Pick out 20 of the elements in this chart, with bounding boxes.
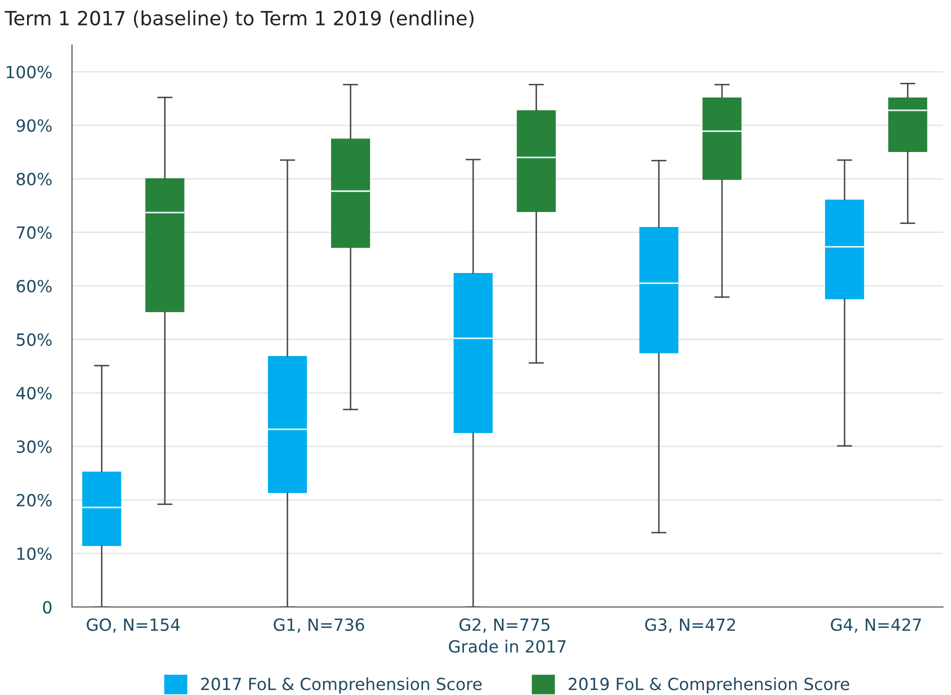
y-tick-label: 60% [16,280,52,292]
legend-label: 2017 FoL & Comprehension Score [201,677,482,694]
x-tick-label: GO, N=154 [86,618,180,633]
y-tick-label: 90% [16,119,52,132]
x-tick-label: G4, N=427 [830,618,921,633]
x-axis-title: Grade in 2017 [448,640,566,653]
y-tick-label: 10% [17,547,52,560]
y-tick-label: 20% [16,494,52,507]
chart-title: Term 1 2017 (baseline) to Term 1 2019 (endline) [4,10,474,28]
x-tick-label: G3, N=472 [645,618,735,633]
legend-label: 2019 FoL & Comprehension Score [568,677,850,694]
x-tick-label: G2, N=775 [459,618,550,633]
y-tick-label: 50% [16,333,52,346]
y-tick-label: 100% [6,66,52,78]
y-tick-label: 0 [43,600,52,614]
y-tick-label: 40% [16,386,52,400]
x-tick-label: G1, N=736 [274,618,364,633]
y-tick-label: 80% [16,172,52,186]
y-tick-label: 30% [16,440,52,453]
y-tick-label: 70% [16,226,52,239]
